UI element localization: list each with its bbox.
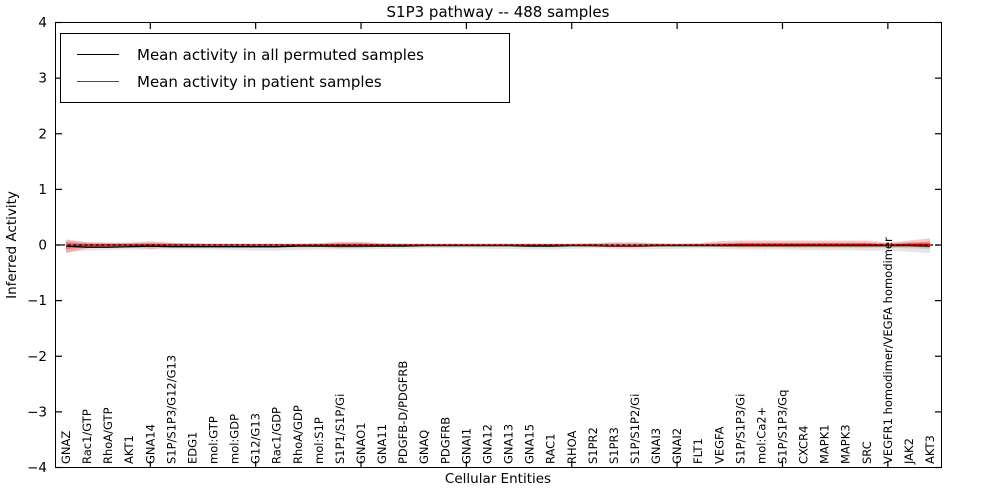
x-category-label: S1P/S1P2/Gi xyxy=(628,394,642,464)
y-tick-label: −4 xyxy=(27,460,47,476)
legend-label-patient: Mean activity in patient samples xyxy=(137,72,382,91)
x-category-label: VEGFA xyxy=(712,426,726,464)
x-category-label: MAPK1 xyxy=(818,424,832,464)
x-category-label: VEGFR1 homodimer/VEGFA homodimer xyxy=(881,237,895,464)
y-tick-label: 0 xyxy=(38,238,47,254)
x-category-label: CXCR4 xyxy=(797,426,811,464)
x-category-label: GNAQ xyxy=(417,430,431,464)
x-category-label: GNAO1 xyxy=(354,422,368,464)
chart-title: S1P3 pathway -- 488 samples xyxy=(386,3,610,21)
legend-item-patient: Mean activity in patient samples xyxy=(73,68,497,95)
x-category-label: GNA12 xyxy=(480,424,494,464)
x-category-label: FLT1 xyxy=(691,438,705,464)
x-category-label: GNAI1 xyxy=(459,428,473,464)
x-category-label: RhoA/GTP xyxy=(101,407,115,464)
x-category-label: S1P/S1P3/G12/G13 xyxy=(164,355,178,464)
x-category-label: G12/G13 xyxy=(249,413,263,464)
x-category-label: MAPK3 xyxy=(839,424,853,464)
x-category-label: GNA11 xyxy=(375,424,389,464)
permuted-line-swatch xyxy=(77,54,119,55)
y-tick-label: −2 xyxy=(27,349,47,365)
y-tick-label: −3 xyxy=(27,404,47,420)
x-category-label: S1P/S1P3/Gq xyxy=(775,390,789,464)
x-category-label: Rac1/GTP xyxy=(80,409,94,464)
x-category-label: RHOA xyxy=(565,431,579,464)
x-category-label: mol:Ca2+ xyxy=(754,407,768,464)
x-category-label: mol:S1P xyxy=(312,417,326,464)
x-category-label: Rac1/GDP xyxy=(270,407,284,464)
x-category-label: GNAZ xyxy=(59,431,73,464)
x-category-label: GNA14 xyxy=(143,424,157,464)
x-category-label: S1P/S1P3/Gi xyxy=(733,394,747,464)
legend-label-permuted: Mean activity in all permuted samples xyxy=(137,45,424,64)
y-tick-label: 2 xyxy=(38,126,47,142)
x-category-label: PDGFRB xyxy=(438,417,452,464)
legend-item-permuted: Mean activity in all permuted samples xyxy=(73,41,497,68)
x-category-label: GNAI3 xyxy=(649,428,663,464)
y-tick-label: 3 xyxy=(38,71,47,87)
x-category-label: mol:GDP xyxy=(228,414,242,464)
legend: Mean activity in all permuted samples Me… xyxy=(60,33,510,103)
x-category-label: mol:GTP xyxy=(207,416,221,464)
x-category-label: JAK2 xyxy=(902,438,916,465)
x-category-label: RhoA/GDP xyxy=(291,405,305,464)
y-tick-label: −1 xyxy=(27,293,47,309)
x-category-label: S1P1/S1P/Gi xyxy=(333,394,347,464)
x-category-label: EDG1 xyxy=(185,432,199,464)
x-category-label: S1PR3 xyxy=(607,427,621,464)
x-category-label: S1PR2 xyxy=(586,427,600,464)
x-axis-title: Cellular Entities xyxy=(444,471,552,487)
x-category-label: AKT1 xyxy=(122,435,136,464)
x-category-label: SRC xyxy=(860,441,874,464)
x-category-label: GNA15 xyxy=(523,424,537,464)
x-category-label: GNA13 xyxy=(502,424,516,464)
x-category-label: GNAI2 xyxy=(670,428,684,464)
patient-line-swatch xyxy=(77,81,119,82)
permuted-band-outer xyxy=(66,240,930,254)
x-category-label: PDGFB-D/PDGFRB xyxy=(396,361,410,464)
y-tick-label: 1 xyxy=(38,182,47,198)
x-category-label: AKT3 xyxy=(923,435,937,464)
y-tick-label: 4 xyxy=(38,15,47,31)
x-category-label: RAC1 xyxy=(544,433,558,464)
